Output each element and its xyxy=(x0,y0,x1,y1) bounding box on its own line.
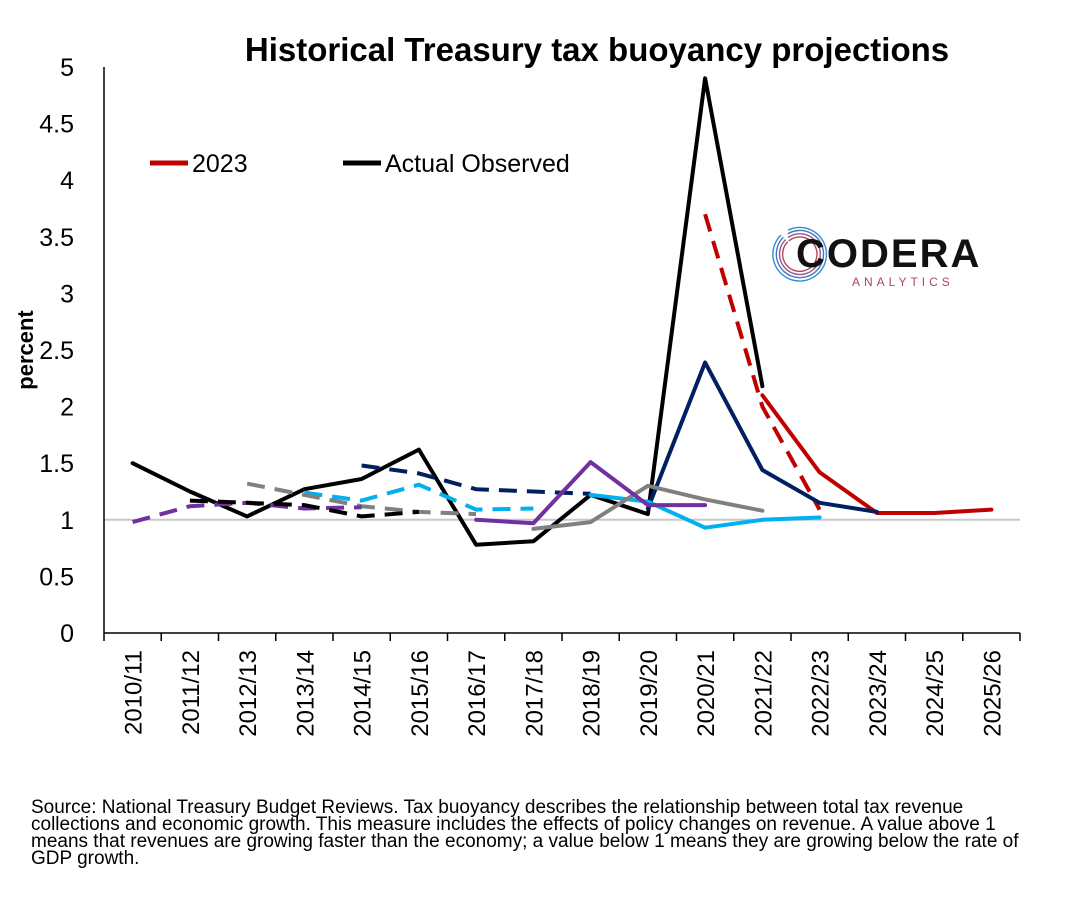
x-tick-label: 2011/12 xyxy=(178,650,205,735)
y-tick-label: 2.5 xyxy=(39,337,74,365)
logo-name: CODERA xyxy=(796,232,981,276)
y-tick-label: 4 xyxy=(60,167,74,195)
series-line-series-4-solid-1 xyxy=(531,483,765,531)
series-line-series-6-dashed-0 xyxy=(189,498,420,519)
x-tick-label: 2025/26 xyxy=(979,650,1006,737)
x-tick-label: 2018/19 xyxy=(579,650,606,737)
x-tick-label: 2010/11 xyxy=(121,650,148,735)
series-line-series-3-dashed-0 xyxy=(304,482,534,512)
x-tick-label: 2014/15 xyxy=(350,650,377,737)
x-tick-label: 2016/17 xyxy=(464,650,491,737)
y-tick-label: 2 xyxy=(60,394,74,422)
legend-label-actual-observed: Actual Observed xyxy=(385,150,570,178)
x-tick-label: 2021/22 xyxy=(750,650,777,737)
logo-arc xyxy=(778,233,822,276)
y-tick-label: 0.5 xyxy=(39,563,74,591)
legend-label-2023: 2023 xyxy=(192,150,248,178)
x-tick-label: 2024/25 xyxy=(922,650,949,737)
x-tick-label: 2020/21 xyxy=(693,650,720,737)
x-tick-label: 2012/13 xyxy=(235,650,262,737)
y-tick-label: 1.5 xyxy=(39,450,74,478)
y-tick-label: 1 xyxy=(60,507,74,535)
y-tick-label: 5 xyxy=(60,54,74,82)
tax-buoyancy-chart: Historical Treasury tax buoyancy project… xyxy=(13,31,1021,737)
x-tick-label: 2022/23 xyxy=(808,650,835,737)
y-tick-label: 4.5 xyxy=(39,111,74,139)
logo-arc xyxy=(781,236,818,273)
logo-arc xyxy=(775,229,825,279)
x-tick-label: 2019/20 xyxy=(636,650,663,737)
series-line-2023-solid-1 xyxy=(760,393,994,515)
codera-logo: CODERA ANALYTICS xyxy=(772,226,981,289)
x-tick-label: 2015/16 xyxy=(407,650,434,737)
x-tick-label: 2023/24 xyxy=(865,650,892,737)
chart-title: Historical Treasury tax buoyancy project… xyxy=(245,31,949,68)
y-tick-label: 3 xyxy=(60,280,74,308)
logo-tagline: ANALYTICS xyxy=(852,275,954,289)
plot-area: 0 0.5 1 1.5 2 2.5 3 3.5 4 4.5 5 2010/11 2011/12 2012/… xyxy=(39,54,1021,737)
series-line-series-4-dashed-0 xyxy=(246,481,477,517)
y-axis-label: percent xyxy=(13,310,38,390)
codera-logo-mark-icon xyxy=(772,226,828,282)
x-tick-label: 2017/18 xyxy=(521,650,548,737)
logo-arc xyxy=(772,226,828,282)
y-tick-label: 3.5 xyxy=(39,224,74,252)
series-line-2023-dashed-0 xyxy=(703,213,822,511)
series-line-series-5-solid-1 xyxy=(474,460,708,526)
x-tick-label: 2013/14 xyxy=(292,650,319,737)
legend: 2023 Actual Observed xyxy=(150,150,570,178)
series-line-series-2-dashed-0 xyxy=(361,463,591,496)
y-tick-label: 0 xyxy=(60,620,74,648)
series-line-series-2-solid-1 xyxy=(645,360,879,514)
series-line-actual-observed-solid-0 xyxy=(130,76,765,547)
source-note: Source: National Treasury Budget Reviews… xyxy=(31,797,1019,869)
